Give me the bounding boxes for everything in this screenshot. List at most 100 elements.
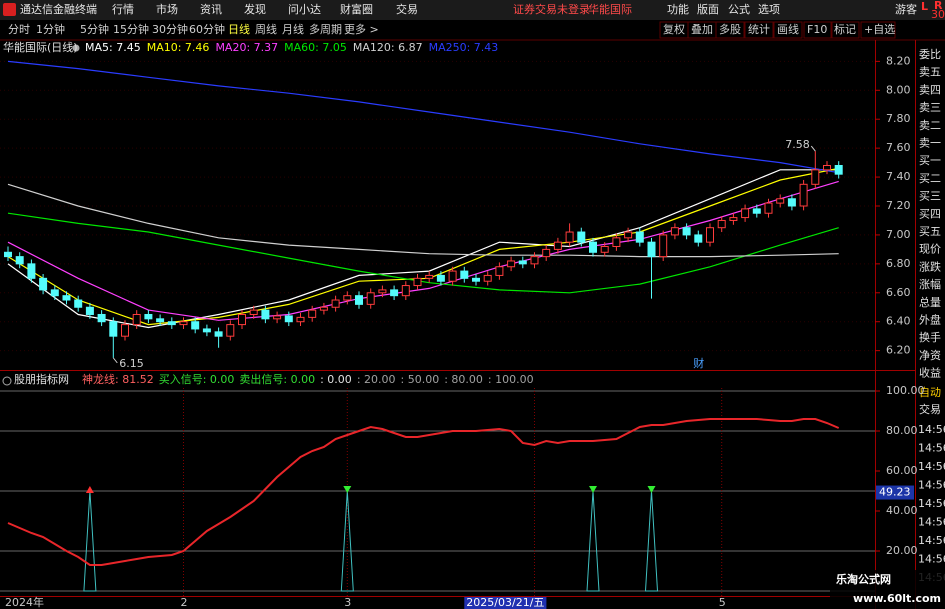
tick-time: 14:56 xyxy=(918,534,945,547)
quote-label: 卖五 xyxy=(919,66,941,79)
price-annotation: 7.58 xyxy=(785,138,810,151)
candle-body xyxy=(647,241,656,258)
period-tab[interactable]: 分时 xyxy=(8,23,30,36)
menu-item[interactable]: 交易 xyxy=(396,2,418,16)
signal-spike xyxy=(644,490,659,592)
period-tab[interactable]: 周线 xyxy=(255,22,277,36)
x-tick-label: 5 xyxy=(719,596,726,609)
ma-legend: MA120: 6.87 xyxy=(353,41,423,54)
y-tick-label: 60.00 xyxy=(886,464,918,477)
signal-spike xyxy=(340,490,354,592)
date-highlight-label: 2025/03/21/五 xyxy=(466,596,544,609)
candle-body xyxy=(413,277,422,287)
watermark: 乐淘公式网 xyxy=(836,572,891,586)
candle-body xyxy=(659,234,668,258)
candle-body xyxy=(553,241,562,250)
candle-body xyxy=(436,274,445,282)
candle-body xyxy=(144,313,153,320)
trade-toggle[interactable]: 自动 xyxy=(919,386,941,399)
candle-body xyxy=(226,324,235,337)
candle-body xyxy=(378,289,387,294)
corner-mark: L xyxy=(921,0,928,13)
candle-body xyxy=(238,313,246,326)
period-tab[interactable]: 5分钟 xyxy=(80,22,109,36)
period-tab[interactable]: 多周期 xyxy=(309,22,342,36)
level-legend: : 80.00 xyxy=(444,373,483,386)
quote-label: 买三 xyxy=(919,190,941,203)
signal-arrow xyxy=(647,486,656,493)
level-legend: : 0.00 xyxy=(320,373,352,386)
y-tick-label: 100.00 xyxy=(886,384,925,397)
candle-body xyxy=(823,165,831,171)
toolbar-button-frame xyxy=(803,21,833,39)
candle-body xyxy=(799,183,808,207)
toolbar-button[interactable]: 复权 xyxy=(663,22,685,36)
tick-time: 14:56 xyxy=(918,497,945,510)
period-tab[interactable]: 15分钟 xyxy=(113,22,149,36)
candle-body xyxy=(670,227,679,236)
annotation-pointer xyxy=(810,145,816,152)
menu-item[interactable]: 行情 xyxy=(112,3,134,16)
candle-body xyxy=(507,260,516,268)
period-tab[interactable]: 日线 xyxy=(228,22,250,36)
candle-body xyxy=(495,266,504,276)
toolbar-button-frame xyxy=(830,21,860,39)
y-tick-label: 6.60 xyxy=(886,286,911,299)
toolbar-button[interactable]: F10 xyxy=(807,23,827,36)
period-tab[interactable]: 月线 xyxy=(282,22,304,36)
candle-body xyxy=(15,256,24,265)
candle-body xyxy=(764,202,773,214)
y-tick-label: 6.40 xyxy=(886,315,911,328)
candle-body xyxy=(401,285,410,297)
candle-body xyxy=(214,331,223,337)
toolbar-button[interactable]: 标记 xyxy=(834,22,856,36)
menu-item[interactable]: 公式 xyxy=(728,3,750,16)
y-tick-label: 6.20 xyxy=(886,344,911,357)
candle-body xyxy=(74,299,83,308)
menu-item[interactable]: 问小达 xyxy=(288,3,321,16)
candle-body xyxy=(85,306,94,315)
period-tab[interactable]: 更多 > xyxy=(344,22,379,36)
trade-toggle[interactable]: 交易 xyxy=(919,402,941,416)
x-tick-label: 2024年 xyxy=(5,595,44,609)
price-annotation: 6.15 xyxy=(119,357,144,370)
menu-item[interactable]: 资讯 xyxy=(200,3,222,16)
candle-body xyxy=(518,260,527,265)
menu-item[interactable]: 市场 xyxy=(156,2,178,16)
user-name[interactable]: 游客 xyxy=(895,2,917,16)
menu-bar xyxy=(0,0,945,20)
period-tab[interactable]: 60分钟 xyxy=(189,22,225,36)
level-legend: : 100.00 xyxy=(488,373,534,386)
candle-body xyxy=(167,321,176,326)
quote-label: 总量 xyxy=(919,295,941,309)
menu-item[interactable]: 财富圈 xyxy=(340,2,373,16)
quote-label: 卖四 xyxy=(919,83,941,96)
candle-body xyxy=(706,227,714,243)
candle-body xyxy=(273,315,282,320)
menu-item[interactable]: 发现 xyxy=(244,2,266,16)
candle-body xyxy=(343,295,352,301)
toolbar-button[interactable]: 叠加 xyxy=(691,23,713,36)
menu-item[interactable]: 版面 xyxy=(697,2,719,16)
quote-label: 买五 xyxy=(919,225,941,238)
menu-item[interactable]: 选项 xyxy=(758,3,780,16)
ma-line xyxy=(7,212,839,294)
quote-label: 买二 xyxy=(919,172,941,185)
candle-body xyxy=(776,198,785,204)
candle-body xyxy=(811,169,820,185)
trade-status[interactable]: 证券交易未登录 xyxy=(513,2,590,16)
toolbar-button[interactable]: 画线 xyxy=(777,22,799,36)
y-tick-label: 7.40 xyxy=(886,170,911,183)
watermark-backdrop xyxy=(830,570,945,609)
ma-line xyxy=(7,60,839,174)
period-tab[interactable]: 1分钟 xyxy=(36,22,65,36)
toolbar-button[interactable]: +自选 xyxy=(864,23,895,36)
toolbar-button[interactable]: 统计 xyxy=(748,23,770,36)
toolbar-button[interactable]: 多股 xyxy=(719,22,741,36)
candle-body xyxy=(366,292,375,305)
candle-body xyxy=(191,321,200,330)
candle-body xyxy=(787,198,796,207)
period-tab[interactable]: 30分钟 xyxy=(152,22,188,36)
menu-item[interactable]: 功能 xyxy=(667,2,689,16)
